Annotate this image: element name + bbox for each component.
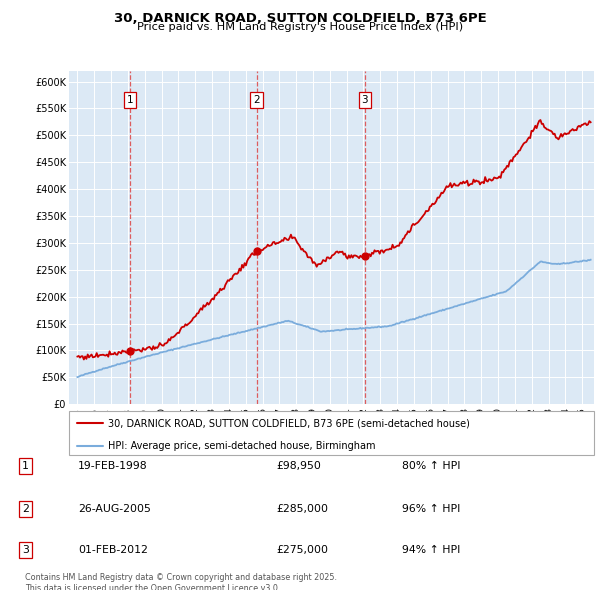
- Text: 26-AUG-2005: 26-AUG-2005: [78, 504, 151, 513]
- Text: 96% ↑ HPI: 96% ↑ HPI: [402, 504, 460, 513]
- Text: 3: 3: [362, 96, 368, 106]
- Text: Contains HM Land Registry data © Crown copyright and database right 2025.
This d: Contains HM Land Registry data © Crown c…: [25, 573, 337, 590]
- Text: 94% ↑ HPI: 94% ↑ HPI: [402, 545, 460, 555]
- Text: HPI: Average price, semi-detached house, Birmingham: HPI: Average price, semi-detached house,…: [109, 441, 376, 451]
- Text: 1: 1: [127, 96, 133, 106]
- Text: £275,000: £275,000: [276, 545, 328, 555]
- Text: £98,950: £98,950: [276, 461, 321, 471]
- Text: Price paid vs. HM Land Registry's House Price Index (HPI): Price paid vs. HM Land Registry's House …: [137, 22, 463, 32]
- Text: 3: 3: [22, 545, 29, 555]
- Text: 30, DARNICK ROAD, SUTTON COLDFIELD, B73 6PE: 30, DARNICK ROAD, SUTTON COLDFIELD, B73 …: [113, 12, 487, 25]
- Text: £285,000: £285,000: [276, 504, 328, 513]
- Text: 01-FEB-2012: 01-FEB-2012: [78, 545, 148, 555]
- Text: 30, DARNICK ROAD, SUTTON COLDFIELD, B73 6PE (semi-detached house): 30, DARNICK ROAD, SUTTON COLDFIELD, B73 …: [109, 418, 470, 428]
- Text: 80% ↑ HPI: 80% ↑ HPI: [402, 461, 461, 471]
- Text: 2: 2: [22, 504, 29, 513]
- Text: 2: 2: [253, 96, 260, 106]
- Text: 19-FEB-1998: 19-FEB-1998: [78, 461, 148, 471]
- Text: 1: 1: [22, 461, 29, 471]
